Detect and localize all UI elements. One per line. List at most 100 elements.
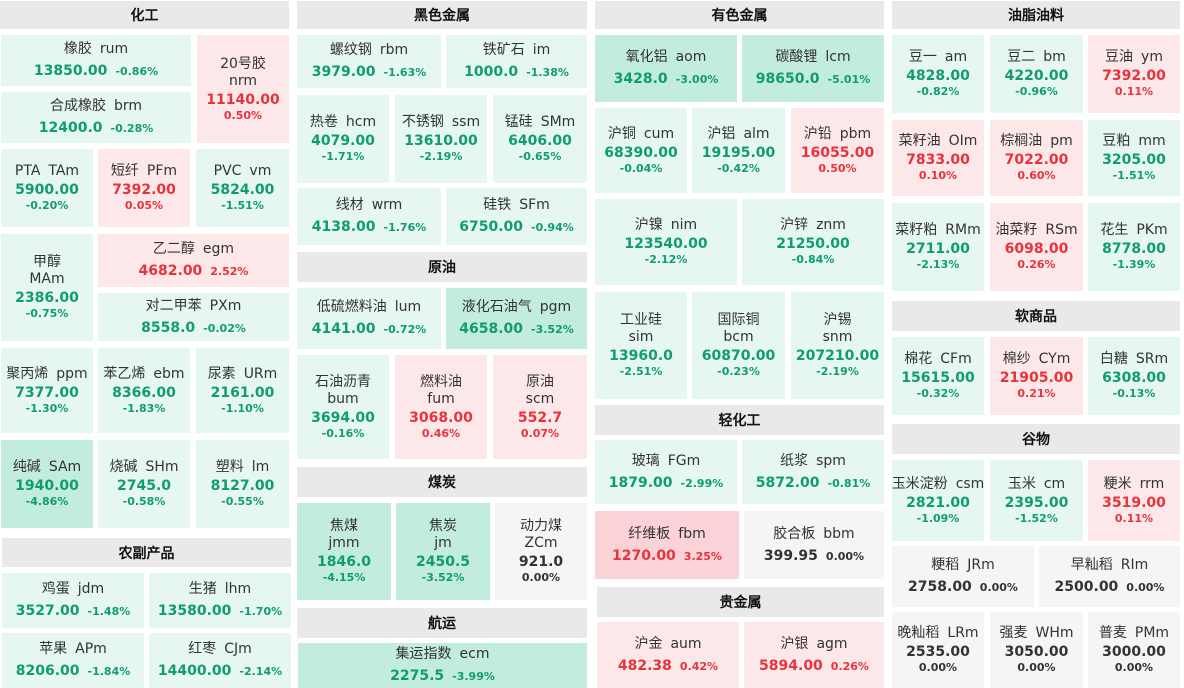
contract-tile-APm[interactable]: 苹果 APm 8206.00 -1.84%	[2, 633, 144, 688]
contract-tile-nim[interactable]: 沪镍 nim 123540.00 -2.12%	[595, 199, 737, 285]
contract-tile-ym[interactable]: 豆油 ym 7392.00 0.11%	[1088, 35, 1180, 113]
contract-tile-pm[interactable]: 棕榈油 pm 7022.00 0.60%	[990, 120, 1083, 196]
contract-tile-vm[interactable]: PVC vm 5824.00 -1.51%	[196, 149, 289, 227]
contract-tile-TAm[interactable]: PTA TAm 5900.00 -0.20%	[1, 149, 93, 227]
last-price: 3068.00	[409, 409, 473, 426]
contract-tile-RIm[interactable]: 早籼稻 RIm 2500.00 0.00%	[1039, 546, 1180, 607]
contract-tile-RMm[interactable]: 菜籽粕 RMm 2711.00 -2.13%	[892, 203, 984, 291]
contract-name: 沪镍 nim	[635, 217, 697, 234]
contract-tile-pgm[interactable]: 液化石油气 pgm 4658.00 -3.52%	[446, 288, 587, 349]
contract-tile-scm[interactable]: 原油 scm 552.7 0.07%	[493, 355, 587, 459]
contract-tile-bum[interactable]: 石油沥青 bum 3694.00 -0.16%	[297, 355, 389, 459]
contract-tile-OIm[interactable]: 菜籽油 OIm 7833.00 0.10%	[892, 120, 984, 196]
contract-tile-WHm[interactable]: 强麦 WHm 3050.00 0.00%	[990, 612, 1083, 688]
contract-tile-RSm[interactable]: 油菜籽 RSm 6098.00 0.26%	[990, 203, 1083, 291]
contract-tile-MAm[interactable]: 甲醇 MAm 2386.00 -0.75%	[1, 234, 93, 341]
contract-tile-rum[interactable]: 橡胶 rum 13850.00 -0.86%	[1, 35, 191, 86]
contract-tile-PKm[interactable]: 花生 PKm 8778.00 -1.39%	[1088, 203, 1180, 291]
contract-tile-ppm[interactable]: 聚丙烯 ppm 7377.00 -1.30%	[1, 348, 93, 433]
contract-tile-spm[interactable]: 纸浆 spm 5872.00 -0.81%	[742, 440, 884, 504]
contract-name: 对二甲苯 PXm	[146, 298, 242, 315]
contract-tile-SAm[interactable]: 纯碱 SAm 1940.00 -4.86%	[1, 440, 93, 528]
contract-tile-wrm[interactable]: 线材 wrm 4138.00 -1.76%	[297, 188, 441, 245]
contract-tile-lm[interactable]: 塑料 lm 8127.00 -0.55%	[196, 440, 289, 528]
contract-values: 4138.00 -1.76%	[312, 217, 427, 236]
contract-tile-ecm[interactable]: 集运指数 ecm 2275.5 -3.99%	[298, 643, 587, 688]
contract-tile-hcm[interactable]: 热卷 hcm 4079.00 -1.71%	[297, 95, 389, 183]
contract-tile-aom[interactable]: 氧化铝 aom 3428.0 -3.00%	[595, 35, 737, 102]
contract-tile-lhm[interactable]: 生猪 lhm 13580.00 -1.70%	[149, 573, 291, 628]
contract-tile-csm[interactable]: 玉米淀粉 csm 2821.00 -1.09%	[892, 460, 984, 541]
change-percent: -0.94%	[531, 221, 574, 234]
contract-tile-jm[interactable]: 焦炭 jm 2450.5 -3.52%	[396, 503, 490, 600]
contract-tile-znm[interactable]: 沪锌 znm 21250.00 -0.84%	[742, 199, 884, 285]
last-price: 3979.00	[311, 64, 376, 80]
contract-tile-cum[interactable]: 沪铜 cum 68390.00 -0.04%	[595, 108, 687, 193]
contract-tile-SMm[interactable]: 锰硅 SMm 6406.00 -0.65%	[493, 95, 587, 183]
contract-tile-LRm[interactable]: 晚籼稻 LRm 2535.00 0.00%	[892, 612, 984, 688]
section-header-youse: 有色金属	[595, 1, 884, 29]
contract-tile-snm[interactable]: 沪锡 snm 207210.00 -2.19%	[791, 292, 884, 399]
contract-tile-aum[interactable]: 沪金 aum 482.38 0.42%	[597, 622, 739, 688]
change-percent: -1.09%	[916, 511, 960, 525]
contract-tile-bcm[interactable]: 国际铜 bcm 60870.00 -0.23%	[692, 292, 785, 399]
contract-tile-fum[interactable]: 燃料油 fum 3068.00 0.46%	[395, 355, 487, 459]
contract-tile-egm[interactable]: 乙二醇 egm 4682.00 2.52%	[98, 234, 289, 287]
contract-tile-nrm[interactable]: 20号胶 nrm 11140.00 0.50%	[197, 35, 289, 143]
contract-tile-rbm[interactable]: 螺纹钢 rbm 3979.00 -1.63%	[297, 35, 441, 88]
contract-tile-agm[interactable]: 沪银 agm 5894.00 0.26%	[744, 622, 884, 688]
contract-tile-bbm[interactable]: 胶合板 bbm 399.95 0.00%	[744, 511, 884, 579]
contract-tile-URm[interactable]: 尿素 URm 2161.00 -1.10%	[196, 348, 289, 433]
contract-name: 工业硅 sim	[620, 312, 662, 346]
contract-name: 纸浆 spm	[780, 453, 846, 470]
contract-tile-alm[interactable]: 沪铝 alm 19195.00 -0.42%	[692, 108, 785, 193]
contract-code: RSm	[1045, 222, 1078, 238]
contract-name: 粳稻 JRm	[931, 557, 995, 574]
contract-code: im	[532, 42, 551, 58]
contract-code: egm	[202, 241, 235, 257]
contract-tile-ssm[interactable]: 不锈钢 ssm 13610.00 -2.19%	[395, 95, 487, 183]
change-percent: -2.99%	[680, 476, 724, 490]
contract-name: PTA TAm	[15, 163, 79, 180]
contract-tile-mm[interactable]: 豆粕 mm 3205.00 -1.51%	[1088, 120, 1180, 196]
contract-tile-fbm[interactable]: 纤维板 fbm 1270.00 3.25%	[595, 511, 739, 579]
contract-tile-FGm[interactable]: 玻璃 FGm 1879.00 -2.99%	[595, 440, 737, 504]
change-percent: 0.00%	[918, 661, 958, 674]
contract-tile-lum[interactable]: 低硫燃料油 lum 4141.00 -0.72%	[297, 288, 441, 349]
contract-code: brm	[113, 98, 143, 114]
contract-code: pgm	[539, 299, 572, 315]
contract-tile-PMm[interactable]: 普麦 PMm 3000.00 0.00%	[1088, 612, 1180, 688]
contract-tile-rrm[interactable]: 粳米 rrm 3519.00 0.11%	[1088, 460, 1180, 541]
contract-tile-lcm[interactable]: 碳酸锂 lcm 98650.0 -5.01%	[742, 35, 884, 102]
change-percent: -0.84%	[791, 253, 835, 266]
contract-tile-pbm[interactable]: 沪铅 pbm 16055.00 0.50%	[791, 108, 884, 193]
contract-tile-brm[interactable]: 合成橡胶 brm 12400.0 -0.28%	[1, 92, 191, 143]
section-header-youzhi: 油脂油料	[892, 1, 1180, 29]
contract-tile-ZCm[interactable]: 动力煤 ZCm 921.0 0.00%	[495, 503, 587, 600]
contract-name: 短纤 PFm	[111, 163, 177, 180]
contract-tile-CFm[interactable]: 棉花 CFm 15615.00 -0.32%	[892, 337, 984, 415]
contract-name-text: 石油沥青	[315, 373, 371, 390]
contract-values: 13960.0 -2.51%	[609, 349, 673, 379]
contract-code: jdm	[77, 581, 105, 597]
contract-tile-im[interactable]: 铁矿石 im 1000.0 -1.38%	[446, 35, 587, 88]
contract-tile-am[interactable]: 豆一 am 4828.00 -0.82%	[892, 35, 984, 113]
contract-tile-cm[interactable]: 玉米 cm 2395.00 -1.52%	[990, 460, 1083, 541]
change-percent: 0.50%	[223, 108, 263, 122]
contract-name: 锰硅 SMm	[505, 114, 576, 131]
last-price: 123540.00	[624, 236, 708, 252]
contract-tile-PXm[interactable]: 对二甲苯 PXm 8558.0 -0.02%	[98, 293, 289, 341]
contract-tile-SRm[interactable]: 白糖 SRm 6308.00 -0.13%	[1088, 337, 1180, 415]
contract-tile-SFm[interactable]: 硅铁 SFm 6750.00 -0.94%	[446, 188, 587, 245]
contract-tile-sim[interactable]: 工业硅 sim 13960.0 -2.51%	[595, 292, 687, 399]
contract-tile-SHm[interactable]: 烧碱 SHm 2745.0 -0.58%	[98, 440, 190, 528]
contract-tile-CYm[interactable]: 棉纱 CYm 21905.00 0.21%	[990, 337, 1083, 415]
contract-tile-jmm[interactable]: 焦煤 jmm 1846.0 -4.15%	[297, 503, 391, 600]
last-price: 13960.0	[609, 348, 673, 364]
contract-tile-jdm[interactable]: 鸡蛋 jdm 3527.00 -1.48%	[2, 573, 144, 628]
contract-tile-bm[interactable]: 豆二 bm 4220.00 -0.96%	[990, 35, 1083, 113]
contract-tile-ebm[interactable]: 苯乙烯 ebm 8366.00 -1.83%	[98, 348, 190, 433]
contract-tile-JRm[interactable]: 粳稻 JRm 2758.00 0.00%	[892, 546, 1034, 607]
contract-tile-CJm[interactable]: 红枣 CJm 14400.00 -2.14%	[149, 633, 291, 688]
contract-tile-PFm[interactable]: 短纤 PFm 7392.00 0.05%	[98, 149, 190, 227]
